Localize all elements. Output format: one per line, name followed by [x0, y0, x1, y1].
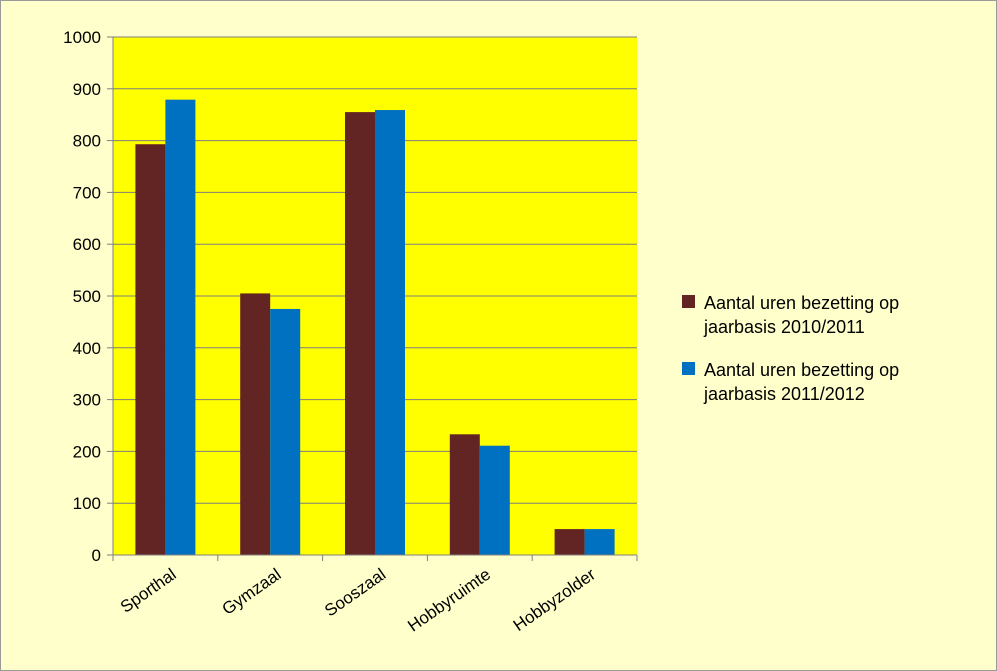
legend-label: Aantal uren bezetting op: [704, 360, 899, 380]
bar-hobbyzolder-series-1: [554, 529, 585, 555]
y-tick-label: 800: [73, 132, 101, 151]
x-category-label: Hobbyzolder: [510, 565, 599, 636]
bar-sooszaal-series-1: [345, 112, 375, 556]
bar-gymzaal-series-2: [270, 308, 301, 555]
bar-gymzaal-series-1: [240, 293, 271, 555]
x-category-label: Hobbyruimte: [404, 565, 494, 636]
bar-hobbyruimte-series-2: [479, 445, 510, 555]
bar-sooszaal-series-2: [375, 110, 405, 556]
bar-hobbyruimte-series-1: [449, 434, 480, 555]
legend-label: jaarbasis 2011/2012: [703, 384, 865, 404]
bar-hobbyzolder-series-2: [584, 529, 615, 555]
legend: Aantal uren bezetting op jaarbasis 2010/2…: [682, 293, 899, 404]
y-tick-label: 0: [92, 546, 101, 565]
legend-label: jaarbasis 2010/2011: [703, 317, 865, 337]
legend-label: Aantal uren bezetting op: [704, 293, 899, 313]
y-tick-label: 1000: [63, 28, 101, 47]
x-category-label: Sooszaal: [321, 565, 389, 621]
y-tick-label: 700: [73, 183, 101, 202]
y-tick-label: 400: [73, 339, 101, 358]
y-tick-label: 100: [73, 494, 101, 513]
y-tick-label: 600: [73, 235, 101, 254]
x-category-label: Gymzaal: [219, 565, 285, 619]
legend-swatch: [682, 295, 695, 308]
y-tick-label: 500: [73, 287, 101, 306]
legend-swatch: [682, 362, 695, 375]
y-tick-label: 200: [73, 442, 101, 461]
x-axis-labels: Sporthal Gymzaal Sooszaal Hobbyruimte Hobbyz…: [117, 565, 599, 636]
y-tick-label: 300: [73, 391, 101, 410]
bars: [135, 99, 615, 556]
bar-sporthal-series-2: [165, 99, 196, 555]
bar-sporthal-series-1: [135, 144, 166, 555]
x-category-label: Sporthal: [117, 565, 180, 617]
y-tick-label: 900: [73, 80, 101, 99]
y-axis-ticks: 0 100 200 300 400 500 600 700 800 900 1000: [63, 28, 113, 565]
